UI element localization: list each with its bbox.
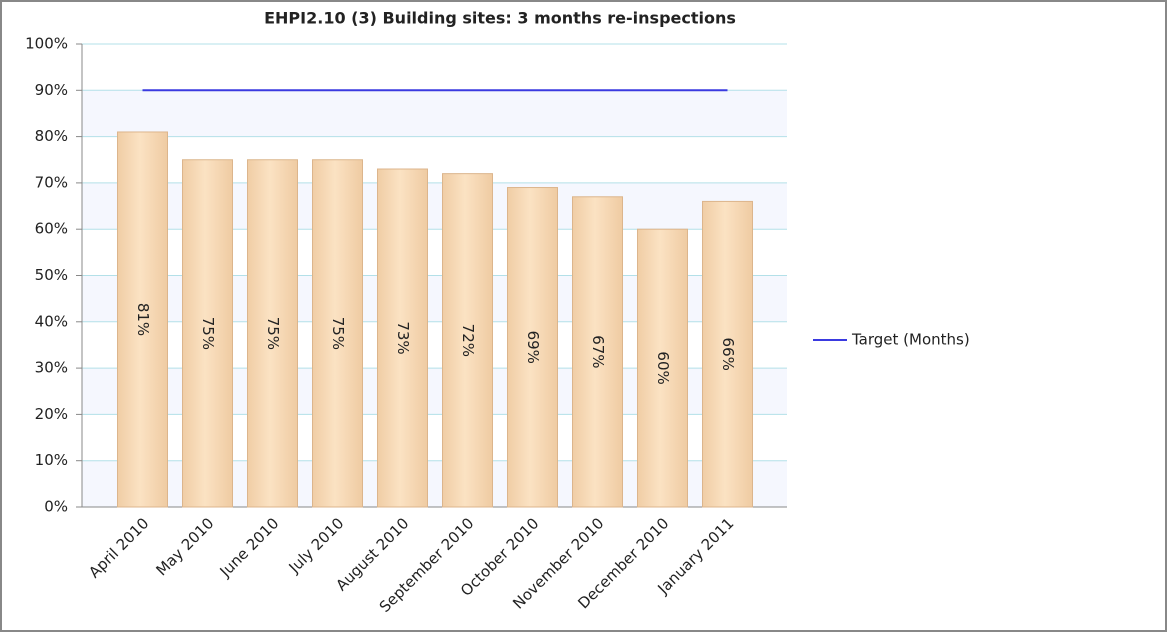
bar <box>702 200 753 508</box>
bar <box>637 228 688 508</box>
bar-value-label: 60% <box>654 351 672 384</box>
bar-value-label: 75% <box>329 317 347 350</box>
x-tick-label: July 2010 <box>285 514 348 577</box>
bar <box>312 159 363 508</box>
x-tick-label: June 2010 <box>216 514 283 581</box>
bar-value-label: 75% <box>264 317 282 350</box>
y-tick-label: 0% <box>44 498 68 516</box>
plot-stripe <box>82 90 787 137</box>
y-tick-label: 60% <box>35 220 68 238</box>
bar-value-label: 75% <box>199 317 217 350</box>
y-tick-label: 80% <box>35 127 68 145</box>
bar-value-label: 67% <box>589 335 607 368</box>
y-tick-label: 100% <box>25 35 68 53</box>
bar-value-label: 81% <box>134 303 152 336</box>
x-tick-label: May 2010 <box>152 514 217 579</box>
bar <box>117 131 168 508</box>
y-tick-label: 50% <box>35 266 68 284</box>
bar-value-label: 69% <box>524 331 542 364</box>
y-tick-label: 90% <box>35 81 68 99</box>
bar <box>182 159 233 508</box>
chart-title: EHPI2.10 (3) Building sites: 3 months re… <box>264 9 736 28</box>
x-tick-label: April 2010 <box>85 514 152 581</box>
y-tick-label: 40% <box>35 312 68 330</box>
y-tick-label: 30% <box>35 359 68 377</box>
bar <box>442 173 493 508</box>
bar-value-label: 73% <box>394 321 412 354</box>
bar <box>507 187 558 508</box>
bar <box>572 196 623 508</box>
y-tick-label: 20% <box>35 405 68 423</box>
bar-value-label: 66% <box>719 338 737 371</box>
y-tick-label: 10% <box>35 451 68 469</box>
bar-value-label: 72% <box>459 324 477 357</box>
y-tick-label: 70% <box>35 173 68 191</box>
bar <box>377 168 428 508</box>
bar <box>247 159 298 508</box>
legend-label: Target (Months) <box>851 331 970 349</box>
